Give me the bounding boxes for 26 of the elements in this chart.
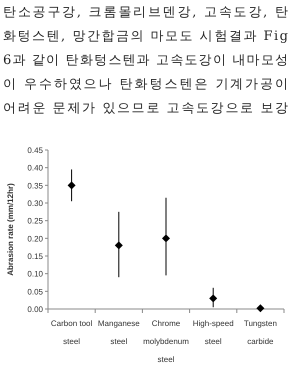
y-tick-label: 0.25 <box>27 216 44 226</box>
y-tick-label: 0.10 <box>27 270 44 279</box>
point <box>68 181 76 190</box>
text: 화텅스텐, 망간합금의 마모도 시험결과 Fig <box>3 29 288 44</box>
text: 6과 같이 탄화텅스텐과 고속도강이 내마모성 <box>3 53 288 68</box>
point <box>114 241 123 250</box>
y-axis-title: Abrasion rate (mm/12hr) <box>6 182 15 276</box>
point <box>209 294 218 302</box>
x-tick-label: Chrome molybdenum steel <box>143 319 190 364</box>
x-tick-label: Tungsten carbide <box>244 319 277 346</box>
point <box>256 304 264 312</box>
x-tick-label: High-speed steel <box>192 319 234 346</box>
y-tick-label: 0.00 <box>27 305 44 314</box>
text: 탄소공구강, 크롬몰리브덴강, 고속도강, 탄 <box>3 5 288 20</box>
y-tick-label: 0.30 <box>27 199 44 208</box>
y-tick-label: 0.15 <box>27 252 44 261</box>
x-tick-label: Carbon tool steel <box>50 319 92 346</box>
text: 이 우수하였으나 탄화텅스텐은 기계가공이 <box>3 77 288 92</box>
point <box>162 234 170 242</box>
y-tick-label: 0.40 <box>27 164 44 173</box>
text: 어려운 문제가 있으므로 고속도강으로 보강 <box>3 101 288 116</box>
x-tick-label: Manganese steel <box>98 319 140 346</box>
y-tick-label: 0.45 <box>27 146 44 155</box>
y-tick-label: 0.20 <box>27 234 44 244</box>
y-tick-label: 0.35 <box>27 181 44 190</box>
y-tick-label: 0.05 <box>27 287 44 296</box>
